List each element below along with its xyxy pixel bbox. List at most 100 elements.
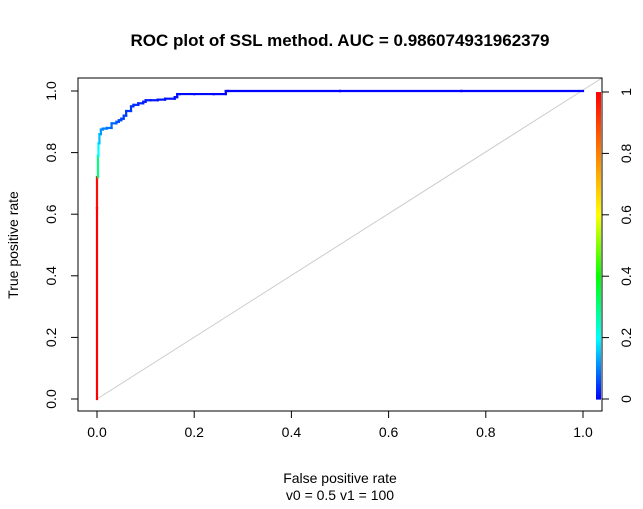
colorbar-swatch bbox=[596, 352, 601, 357]
colorbar-swatch bbox=[596, 314, 601, 318]
colorbar-swatch bbox=[596, 107, 601, 111]
x-tick-label: 0.0 bbox=[87, 424, 107, 440]
colorbar-swatch bbox=[596, 373, 601, 377]
colorbar-swatch bbox=[596, 288, 601, 293]
y-tick-label: 0.6 bbox=[43, 204, 59, 224]
colorbar-swatch bbox=[596, 286, 601, 290]
colorbar-swatch bbox=[596, 153, 601, 157]
y-tick-label: 0.2 bbox=[43, 327, 59, 347]
roc-curve bbox=[95, 89, 585, 401]
colorbar-swatch bbox=[596, 299, 601, 303]
colorbar-swatch bbox=[596, 178, 601, 183]
colorbar-swatch bbox=[596, 383, 601, 387]
y-tick-label: 0.4 bbox=[43, 266, 59, 286]
colorbar-swatch bbox=[596, 173, 601, 178]
colorbar-swatch bbox=[596, 324, 601, 328]
colorbar-swatch bbox=[596, 204, 601, 208]
colorbar-swatch bbox=[596, 294, 601, 298]
colorbar-swatch bbox=[596, 92, 601, 96]
colorbar-swatch bbox=[596, 255, 601, 259]
colorbar-swatch bbox=[596, 365, 601, 369]
colorbar-swatch bbox=[596, 202, 601, 206]
colorbar-swatch bbox=[596, 245, 601, 249]
colorbar-swatch bbox=[596, 396, 601, 400]
colorbar-swatch bbox=[596, 148, 601, 152]
colorbar-swatch bbox=[596, 158, 601, 162]
colorbar-swatch bbox=[596, 355, 601, 359]
colorbar-swatch bbox=[596, 368, 601, 372]
colorbar-swatch bbox=[596, 150, 601, 154]
colorbar-swatch bbox=[596, 225, 601, 229]
colorbar-swatch bbox=[596, 122, 601, 126]
colorbar-swatch bbox=[596, 281, 601, 285]
colorbar-swatch bbox=[596, 327, 601, 331]
colorbar-swatch bbox=[596, 155, 601, 160]
colorbar-swatch bbox=[596, 378, 601, 382]
colorbar-swatch bbox=[596, 186, 601, 190]
colorbar-swatch bbox=[596, 242, 601, 247]
colorbar-swatch bbox=[596, 127, 601, 131]
y-tick-label: 0.8 bbox=[43, 143, 59, 163]
colorbar-swatch bbox=[596, 250, 601, 254]
colorbar-swatch bbox=[596, 363, 601, 367]
colorbar-swatch bbox=[596, 194, 601, 198]
x-axis-label: False positive rate bbox=[283, 470, 397, 486]
colorbar-swatch bbox=[596, 263, 601, 267]
x-tick-label: 0.8 bbox=[476, 424, 496, 440]
x-axis-sublabel: v0 = 0.5 v1 = 100 bbox=[286, 487, 394, 503]
colorbar-swatch bbox=[596, 317, 601, 321]
reference-line bbox=[96, 77, 603, 400]
colorbar-axis: 0 0.2 0.4 0.6 0.8 1 bbox=[602, 88, 634, 403]
x-axis: 0.0 0.2 0.4 0.6 0.8 1.0 bbox=[87, 411, 593, 440]
colorbar-swatch bbox=[596, 393, 601, 398]
colorbar-swatch bbox=[596, 109, 601, 114]
colorbar-swatch bbox=[596, 240, 601, 244]
colorbar-swatch bbox=[596, 209, 601, 213]
colorbar-swatch bbox=[596, 181, 601, 185]
colorbar-swatch bbox=[596, 99, 601, 103]
colorbar-swatch bbox=[596, 237, 601, 241]
colorbar-swatch bbox=[596, 253, 601, 257]
colorbar-swatch bbox=[596, 304, 601, 308]
colorbar-swatch bbox=[596, 265, 601, 270]
colorbar-swatch bbox=[596, 219, 601, 224]
colorbar-swatch bbox=[596, 140, 601, 144]
colorbar-swatch bbox=[596, 102, 601, 106]
colorbar-swatch bbox=[596, 278, 601, 282]
plot-frame bbox=[77, 77, 603, 412]
colorbar-swatch bbox=[596, 337, 601, 341]
colorbar-swatch bbox=[596, 350, 601, 354]
colorbar-swatch bbox=[596, 276, 601, 280]
colorbar-swatch bbox=[596, 166, 601, 170]
colorbar-swatch bbox=[596, 207, 601, 211]
colorbar-swatch bbox=[596, 161, 601, 165]
colorbar-swatch bbox=[596, 135, 601, 139]
x-tick-label: 0.6 bbox=[379, 424, 399, 440]
colorbar-swatch bbox=[596, 345, 601, 349]
colorbar-swatch bbox=[596, 168, 601, 172]
colorbar-swatch bbox=[596, 388, 601, 392]
colorbar-swatch bbox=[596, 176, 601, 180]
colorbar-swatch bbox=[596, 145, 601, 149]
reference-diagonal-line bbox=[96, 77, 603, 400]
colorbar-swatch bbox=[596, 335, 601, 339]
colorbar-swatch bbox=[596, 386, 601, 390]
colorbar-tick-label: 0.6 bbox=[618, 205, 634, 225]
colorbar-swatch bbox=[596, 94, 601, 98]
colorbar-swatch bbox=[596, 347, 601, 351]
colorbar-swatch bbox=[596, 381, 601, 385]
colorbar bbox=[596, 92, 601, 400]
colorbar-swatch bbox=[596, 273, 601, 277]
colorbar-swatch bbox=[596, 268, 601, 272]
plot-area bbox=[77, 77, 603, 412]
colorbar-swatch bbox=[596, 319, 601, 323]
colorbar-swatch bbox=[596, 171, 601, 175]
colorbar-swatch bbox=[596, 260, 601, 265]
colorbar-swatch bbox=[596, 283, 601, 288]
colorbar-tick-label: 0 bbox=[618, 395, 634, 403]
colorbar-tick-label: 0.4 bbox=[618, 266, 634, 286]
colorbar-swatch bbox=[596, 232, 601, 236]
colorbar-swatch bbox=[596, 309, 601, 313]
colorbar-swatch bbox=[596, 184, 601, 188]
